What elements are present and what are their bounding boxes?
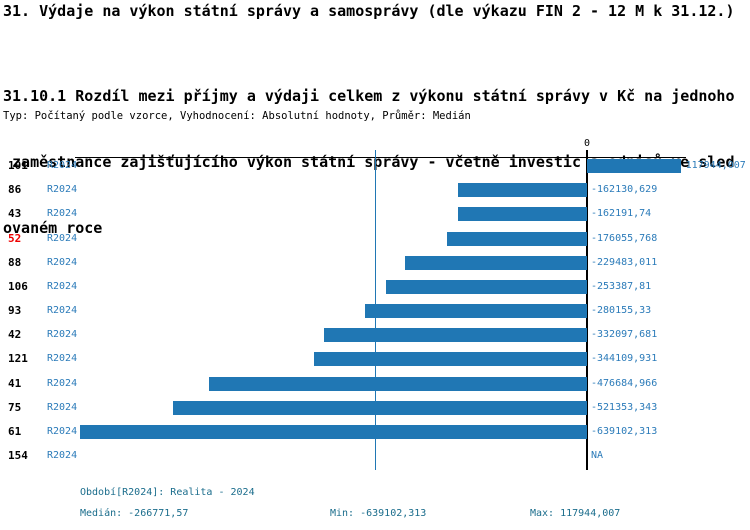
- value-label: -162130,629: [591, 184, 658, 195]
- row-id-label: 52: [8, 232, 22, 245]
- value-bar: [314, 352, 587, 366]
- row-period-label: R2024: [47, 450, 78, 461]
- row-id-label: 121: [8, 352, 28, 365]
- row-period-label: R2024: [47, 353, 78, 364]
- row-period-label: R2024: [47, 160, 78, 171]
- value-bar: [80, 425, 587, 439]
- axis-zero-label: 0: [584, 138, 591, 149]
- value-label: -639102,313: [591, 426, 658, 437]
- row-id-label: 101: [8, 159, 28, 172]
- value-bar: [405, 256, 587, 270]
- value-bar: [386, 280, 587, 294]
- row-id-label: 106: [8, 280, 28, 293]
- value-label: -280155,33: [591, 305, 652, 316]
- row-id-label: 61: [8, 425, 22, 438]
- footer-max: Max: 117944,007: [530, 508, 621, 519]
- row-id-label: 93: [8, 304, 22, 317]
- row-period-label: R2024: [47, 426, 78, 437]
- zero-axis-line: [586, 150, 588, 470]
- value-bar: [173, 401, 587, 415]
- value-label: -344109,931: [591, 353, 658, 364]
- value-label: -229483,011: [591, 257, 658, 268]
- value-label: -332097,681: [591, 329, 658, 340]
- row-period-label: R2024: [47, 184, 78, 195]
- value-bar: [458, 183, 587, 197]
- row-period-label: R2024: [47, 208, 78, 219]
- indicator-meta: Typ: Počítaný podle vzorce, Vyhodnocení:…: [3, 110, 471, 122]
- row-id-label: 42: [8, 328, 22, 341]
- row-period-label: R2024: [47, 305, 78, 316]
- row-period-label: R2024: [47, 233, 78, 244]
- value-label: -476684,966: [591, 378, 658, 389]
- row-id-label: 75: [8, 401, 22, 414]
- value-label: -162191,74: [591, 208, 652, 219]
- value-bar: [458, 207, 587, 221]
- footer-min: Min: -639102,313: [330, 508, 427, 519]
- row-period-label: R2024: [47, 281, 78, 292]
- row-period-label: R2024: [47, 257, 78, 268]
- row-period-label: R2024: [47, 329, 78, 340]
- value-label: NA: [591, 450, 604, 461]
- row-period-label: R2024: [47, 378, 78, 389]
- footer-period: Období[R2024]: Realita - 2024: [80, 487, 255, 498]
- row-id-label: 88: [8, 256, 22, 269]
- top-axis-line: [75, 157, 686, 158]
- value-label: 117944,007: [685, 160, 746, 171]
- value-label: -521353,343: [591, 402, 658, 413]
- indicator-title-line-3: ovaném roce: [3, 219, 103, 237]
- value-bar: [447, 232, 587, 246]
- row-period-label: R2024: [47, 402, 78, 413]
- value-label: -176055,768: [591, 233, 658, 244]
- row-id-label: 43: [8, 207, 22, 220]
- footer-median: Medián: -266771,57: [80, 508, 189, 519]
- row-id-label: 41: [8, 377, 22, 390]
- indicator-title-line-1: 31.10.1 Rozdíl mezi příjmy a výdaji celk…: [3, 87, 735, 105]
- value-bar: [364, 304, 587, 318]
- value-bar: [587, 159, 681, 173]
- value-label: -253387,81: [591, 281, 652, 292]
- row-id-label: 86: [8, 183, 22, 196]
- report-title: 31. Výdaje na výkon státní správy a samo…: [3, 2, 735, 20]
- value-bar: [208, 377, 587, 391]
- row-id-label: 154: [8, 449, 28, 462]
- value-bar: [323, 328, 587, 342]
